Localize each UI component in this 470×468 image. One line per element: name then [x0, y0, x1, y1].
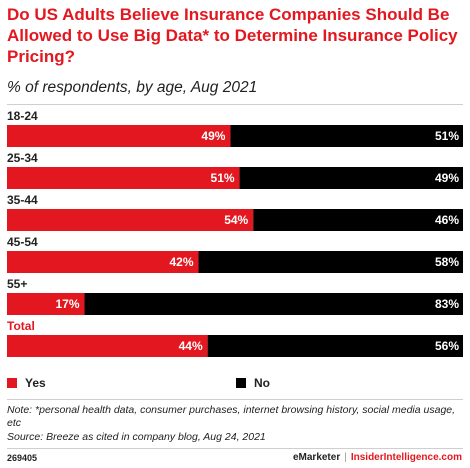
- category-label-55: 55+: [7, 277, 27, 291]
- data-label-yes-45-54: 42%: [169, 255, 193, 269]
- bar-no-total: [207, 335, 463, 357]
- legend-swatch-no: [236, 378, 246, 388]
- category-label-total: Total: [7, 319, 35, 333]
- data-label-yes-25-34: 51%: [211, 171, 235, 185]
- stacked-bar-chart: 18-24 49% 51% 25-34 51% 49% 35-44 54% 46% 45-54 42…: [7, 109, 464, 357]
- data-label-no-35-44: 46%: [435, 213, 459, 227]
- footnote: Note: *personal health data, consumer pu…: [7, 404, 456, 429]
- source-line: Source: Breeze as cited in company blog,…: [7, 431, 266, 443]
- chart-title: Do US Adults Believe Insurance Companies…: [7, 5, 458, 66]
- category-label-35-44: 35-44: [7, 193, 38, 207]
- bar-yes-18-24: [7, 125, 231, 147]
- brand-separator: |: [344, 452, 347, 463]
- brand-emarketer: eMarketer: [292, 452, 341, 463]
- category-label-18-24: 18-24: [7, 109, 38, 123]
- brand-footer: eMarketer | InsiderIntelligence.com: [293, 452, 462, 463]
- legend-label-yes: Yes: [25, 376, 46, 390]
- data-label-no-18-24: 51%: [435, 129, 459, 143]
- bar-no-18-24: [230, 125, 463, 147]
- data-label-yes-total: 44%: [179, 339, 203, 353]
- bar-yes-25-34: [7, 167, 240, 189]
- legend-swatch-yes: [7, 378, 17, 388]
- legend-item-yes: Yes: [7, 376, 46, 390]
- bar-no-35-44: [253, 209, 463, 231]
- legend-label-no: No: [254, 376, 270, 390]
- bar-no-45-54: [198, 251, 463, 273]
- data-label-no-55: 83%: [435, 297, 459, 311]
- data-label-no-total: 56%: [435, 339, 459, 353]
- data-label-yes-35-44: 54%: [224, 213, 248, 227]
- chart-subtitle: % of respondents, by age, Aug 2021: [7, 79, 258, 96]
- data-label-no-25-34: 49%: [435, 171, 459, 185]
- top-divider: [7, 104, 463, 105]
- legend-item-no: No: [236, 376, 270, 390]
- bottom-divider: [7, 448, 463, 449]
- bar-yes-total: [7, 335, 208, 357]
- chart-id: 269405: [7, 453, 38, 463]
- data-label-yes-18-24: 49%: [201, 129, 225, 143]
- bar-yes-45-54: [7, 251, 199, 273]
- category-label-25-34: 25-34: [7, 151, 38, 165]
- bar-yes-55: [7, 293, 85, 315]
- data-label-no-45-54: 58%: [435, 255, 459, 269]
- brand-insider-intelligence: InsiderIntelligence.com: [350, 452, 462, 463]
- bar-no-55: [84, 293, 464, 315]
- footer-divider: [7, 399, 463, 400]
- bar-yes-35-44: [7, 209, 254, 231]
- category-label-45-54: 45-54: [7, 235, 38, 249]
- bar-no-25-34: [239, 167, 463, 189]
- data-label-yes-55: 17%: [55, 297, 79, 311]
